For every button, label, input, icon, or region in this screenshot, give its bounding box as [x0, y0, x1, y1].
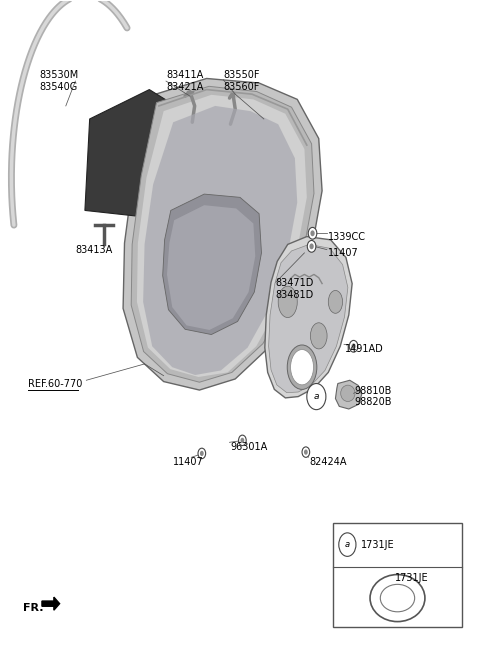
Text: 83411A
83421A: 83411A 83421A	[166, 70, 204, 92]
Circle shape	[308, 228, 317, 239]
Polygon shape	[143, 106, 297, 375]
Circle shape	[198, 448, 205, 459]
Ellipse shape	[287, 345, 317, 390]
Circle shape	[349, 340, 358, 352]
Text: FR.: FR.	[23, 603, 43, 613]
Polygon shape	[85, 90, 178, 217]
Text: REF.60-770: REF.60-770	[28, 379, 82, 388]
Circle shape	[302, 447, 310, 457]
Polygon shape	[131, 87, 314, 382]
Circle shape	[304, 449, 308, 455]
Text: 83550F
83560F: 83550F 83560F	[223, 70, 260, 92]
Text: 11407: 11407	[173, 457, 204, 467]
Circle shape	[307, 241, 316, 252]
Text: 83471D
83481D: 83471D 83481D	[276, 278, 314, 300]
Polygon shape	[336, 380, 362, 409]
FancyBboxPatch shape	[333, 523, 462, 627]
Polygon shape	[167, 205, 255, 330]
Text: a: a	[313, 392, 319, 401]
Text: 11407: 11407	[328, 248, 359, 258]
Text: 83530M
83540G: 83530M 83540G	[39, 70, 79, 92]
Text: 98810B
98820B: 98810B 98820B	[355, 386, 392, 407]
Ellipse shape	[370, 575, 425, 622]
Text: 82424A: 82424A	[309, 457, 347, 467]
Ellipse shape	[311, 323, 327, 349]
Circle shape	[310, 243, 314, 249]
Circle shape	[307, 384, 326, 409]
Polygon shape	[269, 245, 348, 393]
Text: 96301A: 96301A	[230, 442, 268, 452]
Ellipse shape	[290, 350, 313, 385]
Polygon shape	[163, 194, 262, 335]
Circle shape	[240, 438, 244, 443]
Ellipse shape	[380, 584, 415, 612]
Text: 1491AD: 1491AD	[345, 344, 384, 354]
Polygon shape	[265, 237, 352, 398]
Text: 1731JE: 1731JE	[361, 540, 395, 550]
Polygon shape	[137, 95, 307, 377]
Polygon shape	[123, 79, 322, 390]
Ellipse shape	[341, 385, 355, 401]
Circle shape	[239, 435, 246, 445]
Circle shape	[339, 533, 356, 556]
Circle shape	[351, 343, 356, 349]
Circle shape	[200, 451, 204, 456]
Circle shape	[311, 230, 315, 236]
Ellipse shape	[278, 286, 297, 318]
Text: 83413A: 83413A	[75, 245, 113, 255]
Text: 1339CC: 1339CC	[328, 232, 366, 241]
Ellipse shape	[328, 291, 343, 314]
Text: a: a	[345, 540, 350, 549]
Text: 1731JE: 1731JE	[395, 573, 429, 583]
Polygon shape	[42, 597, 60, 610]
